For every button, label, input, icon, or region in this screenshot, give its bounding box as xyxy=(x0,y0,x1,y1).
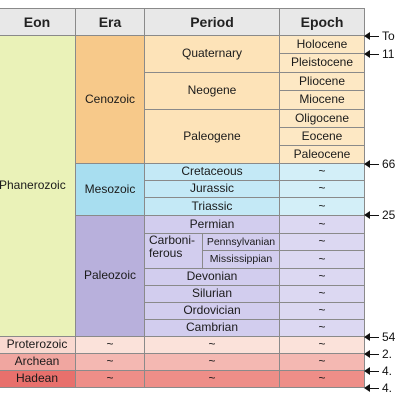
period-quaternary: Quaternary xyxy=(144,35,280,73)
arrow-left-icon xyxy=(364,384,370,392)
subperiod-pennsylvanian: Pennsylvanian xyxy=(202,233,280,251)
marker-label-archean-base: 4. xyxy=(382,364,393,378)
arrow-left-icon xyxy=(364,367,370,375)
epoch-proterozoic-placeholder: ~ xyxy=(279,336,365,354)
marker-label-mesozoic-base: 25 xyxy=(382,208,396,222)
epoch-permian-placeholder: ~ xyxy=(279,215,365,234)
marker-line-cenozoic-base xyxy=(366,164,379,165)
marker-label-proterozoic-base: 2. xyxy=(382,347,393,361)
era-mesozoic: Mesozoic xyxy=(75,163,145,216)
epoch-jurassic-placeholder: ~ xyxy=(279,180,365,198)
epoch-archean-placeholder: ~ xyxy=(279,353,365,371)
epoch-holocene: Holocene xyxy=(279,35,365,54)
subperiod-mississippian: Mississippian xyxy=(202,250,280,269)
eon-proterozoic: Proterozoic xyxy=(0,336,76,354)
header-eon: Eon xyxy=(0,8,76,36)
period-triassic: Triassic xyxy=(144,197,280,216)
epoch-cambrian-placeholder: ~ xyxy=(279,319,365,337)
eon-archean: Archean xyxy=(0,353,76,371)
marker-label-cenozoic-base: 66 xyxy=(382,157,396,171)
arrow-left-icon xyxy=(364,32,370,40)
arrow-left-icon xyxy=(364,350,370,358)
period-neogene: Neogene xyxy=(144,72,280,110)
epoch-silurian-placeholder: ~ xyxy=(279,285,365,303)
marker-label-hadean-base: 4. xyxy=(382,381,393,395)
marker-line-phanerozoic-base xyxy=(366,337,379,338)
epoch-mississippian-placeholder: ~ xyxy=(279,250,365,269)
era-archean-placeholder: ~ xyxy=(75,353,145,371)
marker-line-archean-base xyxy=(366,371,379,372)
header-period: Period xyxy=(144,8,280,36)
epoch-oligocene: Oligocene xyxy=(279,109,365,128)
marker-label-top: To xyxy=(382,29,395,43)
eon-phanerozoic-label: Phanerozoic xyxy=(0,178,66,193)
marker-label-holocene-base: 11 xyxy=(382,47,395,61)
epoch-paleocene: Paleocene xyxy=(279,145,365,164)
arrow-left-icon xyxy=(364,333,370,341)
period-cambrian: Cambrian xyxy=(144,319,280,337)
period-carboniferous: Carboni- ferous xyxy=(144,233,203,269)
period-archean-placeholder: ~ xyxy=(144,353,280,371)
era-cenozoic: Cenozoic xyxy=(75,35,145,164)
period-cretaceous: Cretaceous xyxy=(144,163,280,181)
period-permian: Permian xyxy=(144,215,280,234)
period-jurassic: Jurassic xyxy=(144,180,280,198)
carboniferous-line1: Carboni- xyxy=(149,233,196,247)
epoch-eocene: Eocene xyxy=(279,127,365,146)
period-paleogene: Paleogene xyxy=(144,109,280,164)
era-hadean-placeholder: ~ xyxy=(75,370,145,388)
arrow-left-icon xyxy=(364,50,370,58)
eon-phanerozoic: Phanerozoic xyxy=(0,35,76,337)
epoch-triassic-placeholder: ~ xyxy=(279,197,365,216)
marker-label-phanerozoic-base: 54 xyxy=(382,330,396,344)
epoch-hadean-placeholder: ~ xyxy=(279,370,365,388)
marker-line-proterozoic-base xyxy=(366,354,379,355)
marker-line-top xyxy=(366,36,379,37)
epoch-cretaceous-placeholder: ~ xyxy=(279,163,365,181)
arrow-left-icon xyxy=(364,160,370,168)
period-proterozoic-placeholder: ~ xyxy=(144,336,280,354)
arrow-left-icon xyxy=(364,211,370,219)
eon-hadean: Hadean xyxy=(0,370,76,388)
marker-line-hadean-base xyxy=(366,388,379,389)
period-hadean-placeholder: ~ xyxy=(144,370,280,388)
period-devonian: Devonian xyxy=(144,268,280,286)
period-ordovician: Ordovician xyxy=(144,302,280,320)
era-paleozoic: Paleozoic xyxy=(75,215,145,337)
header-era: Era xyxy=(75,8,145,36)
epoch-ordovician-placeholder: ~ xyxy=(279,302,365,320)
marker-line-mesozoic-base xyxy=(366,215,379,216)
carboniferous-line2: ferous xyxy=(149,246,183,261)
header-epoch: Epoch xyxy=(279,8,365,36)
epoch-devonian-placeholder: ~ xyxy=(279,268,365,286)
epoch-pliocene: Pliocene xyxy=(279,72,365,91)
epoch-miocene: Miocene xyxy=(279,90,365,110)
period-silurian: Silurian xyxy=(144,285,280,303)
epoch-pleistocene: Pleistocene xyxy=(279,53,365,73)
marker-line-holocene-base xyxy=(366,54,379,55)
epoch-pennsylvanian-placeholder: ~ xyxy=(279,233,365,251)
era-proterozoic-placeholder: ~ xyxy=(75,336,145,354)
